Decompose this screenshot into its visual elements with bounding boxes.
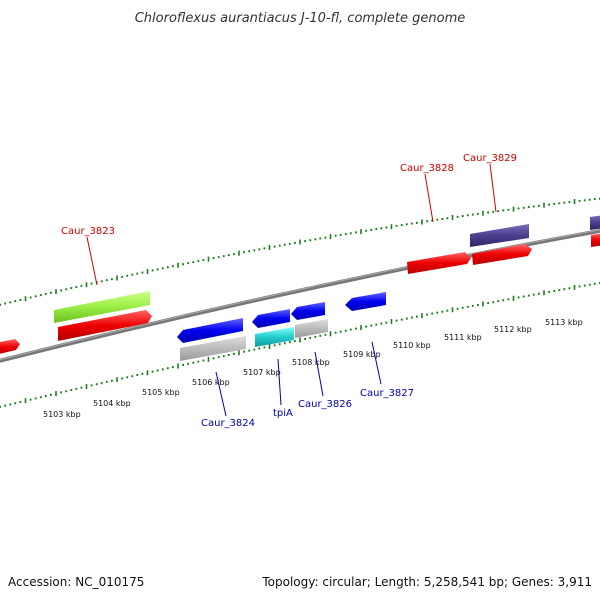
map-title: Chloroflexus aurantiacus J-10-fl, comple… bbox=[135, 11, 466, 26]
label-leader bbox=[215, 371, 227, 417]
cds-feature-caur-3824[interactable] bbox=[177, 318, 243, 343]
reverse-tick-ring bbox=[0, 281, 600, 408]
label-leader bbox=[489, 163, 497, 213]
scale-label: 5108 kbp bbox=[292, 358, 330, 367]
gene-label[interactable]: Caur_3824 bbox=[201, 418, 255, 429]
accession-text: Accession: NC_010175 bbox=[8, 575, 144, 589]
scale-label: 5109 kbp bbox=[343, 350, 381, 359]
scale-label: 5105 kbp bbox=[142, 388, 180, 397]
scale-label: 5106 kbp bbox=[192, 378, 230, 387]
scale-label: 5104 kbp bbox=[93, 399, 131, 408]
gene-feature-grey[interactable] bbox=[180, 336, 246, 361]
cds-feature[interactable] bbox=[591, 233, 600, 247]
scale-labels: 5103 kbp 5104 kbp 5105 kbp 5106 kbp 5107… bbox=[43, 318, 583, 419]
gene-feature-green[interactable] bbox=[54, 291, 150, 323]
cds-feature-caur-3826[interactable] bbox=[291, 302, 325, 320]
cds-feature-caur-3827[interactable] bbox=[345, 292, 386, 311]
cds-feature[interactable] bbox=[0, 339, 20, 355]
genome-backbone-highlight bbox=[0, 229, 600, 361]
gene-feature-purple[interactable] bbox=[470, 224, 529, 247]
forward-label-group: Caur_3823 Caur_3828 Caur_3829 bbox=[61, 153, 517, 286]
reverse-features bbox=[177, 292, 386, 361]
label-leader bbox=[314, 351, 324, 397]
label-leader bbox=[424, 173, 434, 223]
label-leader bbox=[371, 341, 382, 385]
cds-feature-caur-3829[interactable] bbox=[472, 244, 532, 265]
scale-label: 5103 kbp bbox=[43, 410, 81, 419]
cds-feature-caur-3828[interactable] bbox=[407, 252, 471, 274]
scale-label: 5113 kbp bbox=[545, 318, 583, 327]
label-leader bbox=[277, 358, 282, 406]
scale-label: 5112 kbp bbox=[494, 325, 532, 334]
reverse-label-group: Caur_3824 tpiA Caur_3826 Caur_3827 bbox=[201, 341, 414, 429]
scale-label: 5110 kbp bbox=[393, 341, 431, 350]
label-leader bbox=[86, 236, 98, 286]
forward-features bbox=[0, 215, 600, 355]
gene-label[interactable]: tpiA bbox=[273, 408, 293, 419]
gene-label[interactable]: Caur_3826 bbox=[298, 399, 352, 410]
cds-feature-tpia[interactable] bbox=[252, 309, 290, 328]
gene-label[interactable]: Caur_3823 bbox=[61, 226, 115, 237]
scale-label: 5111 kbp bbox=[444, 333, 482, 342]
gene-label[interactable]: Caur_3827 bbox=[360, 388, 414, 399]
gene-feature-purple[interactable] bbox=[590, 215, 600, 230]
gene-feature-grey[interactable] bbox=[295, 319, 328, 338]
forward-tick-ring bbox=[0, 197, 600, 306]
scale-label: 5107 kbp bbox=[243, 368, 281, 377]
gene-label[interactable]: Caur_3828 bbox=[400, 163, 454, 174]
cds-feature-caur-3823[interactable] bbox=[58, 310, 152, 341]
genome-summary-text: Topology: circular; Length: 5,258,541 bp… bbox=[261, 575, 592, 589]
gene-label[interactable]: Caur_3829 bbox=[463, 153, 517, 164]
gene-feature-cyan[interactable] bbox=[255, 327, 294, 347]
